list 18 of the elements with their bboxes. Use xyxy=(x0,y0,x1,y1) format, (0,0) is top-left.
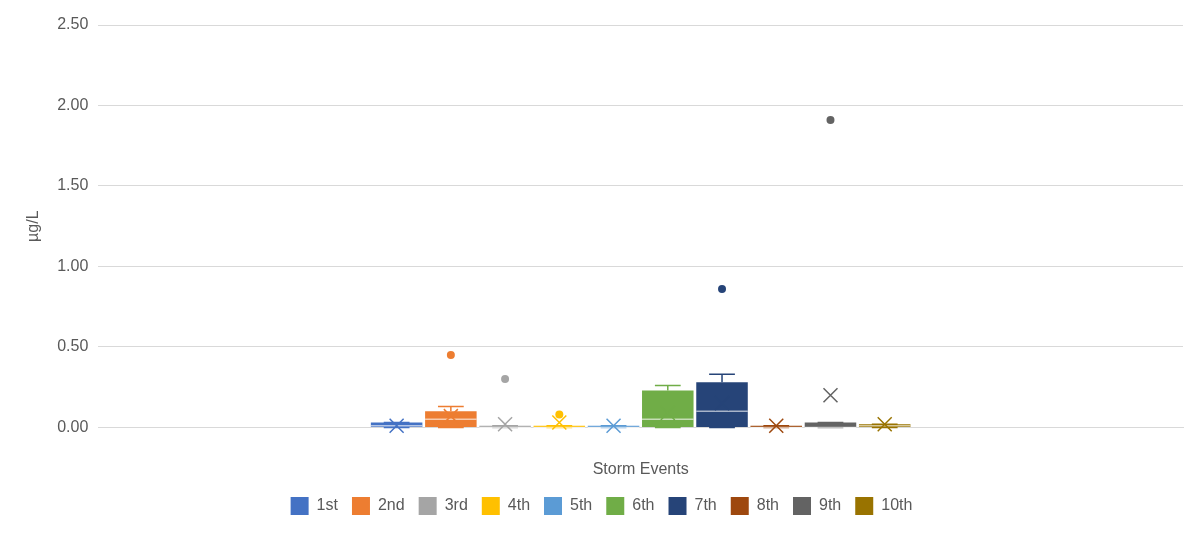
y-tick-label: 0.50 xyxy=(57,337,89,355)
legend-label: 7th xyxy=(694,496,717,514)
legend-label: 8th xyxy=(756,496,779,514)
legend-label: 4th xyxy=(507,496,531,514)
legend-label: 9th xyxy=(819,496,842,514)
legend-label: 6th xyxy=(632,496,655,514)
legend-label: 3rd xyxy=(444,496,468,514)
y-tick-label: 2.00 xyxy=(57,95,89,113)
y-tick-label: 1.50 xyxy=(57,176,89,194)
y-tick-label: 1.00 xyxy=(57,256,89,274)
x-axis-title: Storm Events xyxy=(592,459,689,477)
legend-label: 10th xyxy=(881,496,913,514)
y-tick-label: 0.00 xyxy=(57,417,89,435)
legend-label: 2nd xyxy=(377,496,405,514)
legend-label: 1st xyxy=(316,496,339,514)
legend-label: 5th xyxy=(570,496,593,514)
y-tick-label: 2.50 xyxy=(57,15,89,33)
y-axis-title: µg/L xyxy=(24,210,42,242)
